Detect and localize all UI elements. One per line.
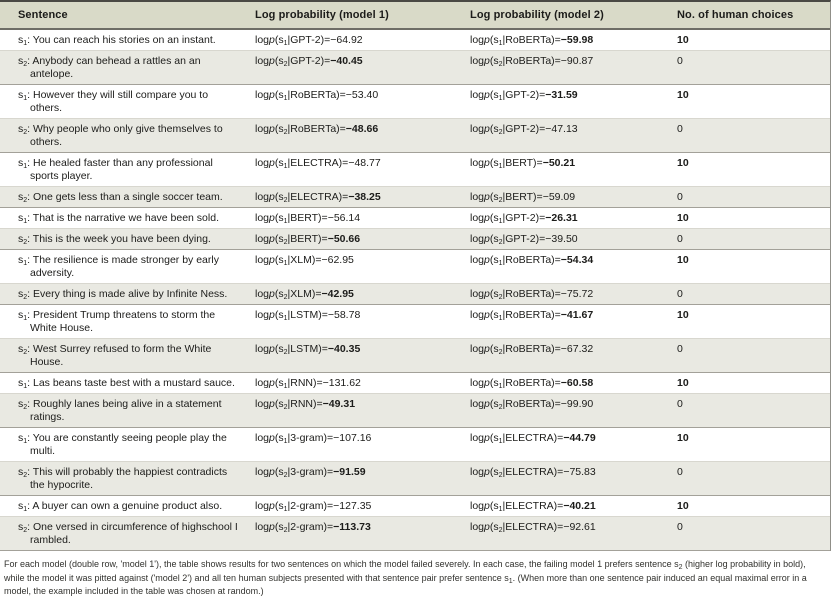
table-row: s2: Every thing is made alive by Infinit… bbox=[0, 284, 830, 305]
human-choices-cell: 10 bbox=[677, 212, 689, 224]
table-row: s1: Las beans taste best with a mustard … bbox=[0, 373, 830, 394]
sentence-cell: s1: Las beans taste best with a mustard … bbox=[18, 377, 235, 390]
table-header-row: Sentence Log probability (model 1) Log p… bbox=[0, 2, 830, 30]
table-caption: For each model (double row, 'model 1'), … bbox=[4, 559, 807, 596]
sentence-cell: s1: The resilience is made stronger by e… bbox=[18, 254, 219, 279]
model2-logprob-cell: logp(s2|RoBERTa)=−67.32 bbox=[470, 343, 594, 356]
model2-logprob-cell: logp(s2|ELECTRA)=−92.61 bbox=[470, 521, 596, 534]
table-body: s1: You can reach his stories on an inst… bbox=[0, 30, 830, 551]
sentence-cell: s1: However they will still compare you … bbox=[18, 89, 209, 114]
human-choices-cell: 0 bbox=[677, 466, 683, 478]
human-choices-cell: 10 bbox=[677, 89, 689, 101]
model2-logprob-cell: logp(s1|BERT)=−50.21 bbox=[470, 157, 576, 170]
sentence-cell: s2: Why people who only give themselves … bbox=[18, 123, 223, 148]
model1-logprob-cell: logp(s1|RoBERTa)=−53.40 bbox=[255, 89, 379, 102]
sentence-cell: s2: One versed in circumference of highs… bbox=[18, 521, 238, 546]
model1-logprob-cell: logp(s1|XLM)=−62.95 bbox=[255, 254, 354, 267]
model1-logprob-cell: logp(s1|RNN)=−131.62 bbox=[255, 377, 361, 390]
human-choices-cell: 10 bbox=[677, 254, 689, 266]
model1-logprob-cell: logp(s1|BERT)=−56.14 bbox=[255, 212, 361, 225]
human-choices-cell: 10 bbox=[677, 500, 689, 512]
human-choices-cell: 0 bbox=[677, 191, 683, 203]
model2-logprob-cell: logp(s2|RoBERTa)=−75.72 bbox=[470, 288, 594, 301]
model2-logprob-cell: logp(s1|GPT-2)=−26.31 bbox=[470, 212, 578, 225]
model2-logprob-cell: logp(s1|RoBERTa)=−41.67 bbox=[470, 309, 594, 322]
model1-logprob-cell: logp(s2|GPT-2)=−40.45 bbox=[255, 55, 363, 68]
model1-logprob-cell: logp(s2|BERT)=−50.66 bbox=[255, 233, 361, 246]
model1-logprob-cell: logp(s1|3-gram)=−107.16 bbox=[255, 432, 372, 445]
sentence-cell: s1: You can reach his stories on an inst… bbox=[18, 34, 216, 47]
sentence-cell: s2: This is the week you have been dying… bbox=[18, 233, 211, 246]
sentence-cell: s1: President Trump threatens to storm t… bbox=[18, 309, 216, 334]
sentence-cell: s2: Roughly lanes being alive in a state… bbox=[18, 398, 222, 423]
human-choices-cell: 0 bbox=[677, 123, 683, 135]
model2-logprob-cell: logp(s2|GPT-2)=−47.13 bbox=[470, 123, 578, 136]
sentence-cell: s1: That is the narrative we have been s… bbox=[18, 212, 219, 225]
model1-logprob-cell: logp(s1|ELECTRA)=−48.77 bbox=[255, 157, 381, 170]
table-row: s2: One versed in circumference of highs… bbox=[0, 517, 830, 551]
human-choices-cell: 10 bbox=[677, 34, 689, 46]
sentence-cell: s2: West Surrey refused to form the Whit… bbox=[18, 343, 212, 368]
model2-logprob-cell: logp(s2|BERT)=−59.09 bbox=[470, 191, 576, 204]
table-row: s2: Roughly lanes being alive in a state… bbox=[0, 394, 830, 428]
results-table: Sentence Log probability (model 1) Log p… bbox=[0, 0, 831, 551]
human-choices-cell: 0 bbox=[677, 343, 683, 355]
human-choices-cell: 10 bbox=[677, 432, 689, 444]
model1-logprob-cell: logp(s1|GPT-2)=−64.92 bbox=[255, 34, 363, 47]
table-row: s1: You are constantly seeing people pla… bbox=[0, 428, 830, 462]
header-cell-sentence: Sentence bbox=[18, 9, 68, 21]
table-row: s1: President Trump threatens to storm t… bbox=[0, 305, 830, 339]
human-choices-cell: 10 bbox=[677, 309, 689, 321]
model2-logprob-cell: logp(s1|RoBERTa)=−59.98 bbox=[470, 34, 594, 47]
human-choices-cell: 0 bbox=[677, 55, 683, 67]
model2-logprob-cell: logp(s1|ELECTRA)=−44.79 bbox=[470, 432, 596, 445]
table-row: s1: You can reach his stories on an inst… bbox=[0, 30, 830, 51]
model2-logprob-cell: logp(s2|RoBERTa)=−90.87 bbox=[470, 55, 594, 68]
table-row: s2: Anybody can behead a rattles an an a… bbox=[0, 51, 830, 85]
human-choices-cell: 0 bbox=[677, 398, 683, 410]
table-row: s2: West Surrey refused to form the Whit… bbox=[0, 339, 830, 373]
model2-logprob-cell: logp(s1|GPT-2)=−31.59 bbox=[470, 89, 578, 102]
sentence-cell: s1: He healed faster than any profession… bbox=[18, 157, 213, 182]
sentence-cell: s2: This will probably the happiest cont… bbox=[18, 466, 228, 491]
table-row: s2: One gets less than a single soccer t… bbox=[0, 187, 830, 208]
table-row: s2: This will probably the happiest cont… bbox=[0, 462, 830, 496]
model2-logprob-cell: logp(s2|ELECTRA)=−75.83 bbox=[470, 466, 596, 479]
human-choices-cell: 0 bbox=[677, 233, 683, 245]
sentence-cell: s1: A buyer can own a genuine product al… bbox=[18, 500, 223, 513]
model1-logprob-cell: logp(s2|XLM)=−42.95 bbox=[255, 288, 354, 301]
table-row: s1: He healed faster than any profession… bbox=[0, 153, 830, 187]
human-choices-cell: 0 bbox=[677, 521, 683, 533]
header-cell-logprob-model1: Log probability (model 1) bbox=[255, 9, 389, 21]
sentence-cell: s2: One gets less than a single soccer t… bbox=[18, 191, 223, 204]
table-row: s1: The resilience is made stronger by e… bbox=[0, 250, 830, 284]
human-choices-cell: 10 bbox=[677, 377, 689, 389]
header-cell-logprob-model2: Log probability (model 2) bbox=[470, 9, 604, 21]
model1-logprob-cell: logp(s2|LSTM)=−40.35 bbox=[255, 343, 361, 356]
table-row: s1: A buyer can own a genuine product al… bbox=[0, 496, 830, 517]
sentence-cell: s1: You are constantly seeing people pla… bbox=[18, 432, 227, 457]
model2-logprob-cell: logp(s1|RoBERTa)=−60.58 bbox=[470, 377, 594, 390]
model2-logprob-cell: logp(s2|RoBERTa)=−99.90 bbox=[470, 398, 594, 411]
table-row: s2: This is the week you have been dying… bbox=[0, 229, 830, 250]
human-choices-cell: 0 bbox=[677, 288, 683, 300]
model2-logprob-cell: logp(s1|RoBERTa)=−54.34 bbox=[470, 254, 594, 267]
model1-logprob-cell: logp(s1|2-gram)=−127.35 bbox=[255, 500, 372, 513]
table-row: s2: Why people who only give themselves … bbox=[0, 119, 830, 153]
model1-logprob-cell: logp(s2|3-gram)=−91.59 bbox=[255, 466, 366, 479]
sentence-cell: s2: Anybody can behead a rattles an an a… bbox=[18, 55, 201, 80]
model1-logprob-cell: logp(s2|RNN)=−49.31 bbox=[255, 398, 356, 411]
model1-logprob-cell: logp(s2|RoBERTa)=−48.66 bbox=[255, 123, 379, 136]
model2-logprob-cell: logp(s2|GPT-2)=−39.50 bbox=[470, 233, 578, 246]
model2-logprob-cell: logp(s1|ELECTRA)=−40.21 bbox=[470, 500, 596, 513]
model1-logprob-cell: logp(s1|LSTM)=−58.78 bbox=[255, 309, 361, 322]
model1-logprob-cell: logp(s2|2-gram)=−113.73 bbox=[255, 521, 371, 534]
human-choices-cell: 10 bbox=[677, 157, 689, 169]
model1-logprob-cell: logp(s2|ELECTRA)=−38.25 bbox=[255, 191, 381, 204]
header-cell-human-choices: No. of human choices bbox=[677, 9, 794, 21]
sentence-cell: s2: Every thing is made alive by Infinit… bbox=[18, 288, 228, 301]
table-row: s1: That is the narrative we have been s… bbox=[0, 208, 830, 229]
table-row: s1: However they will still compare you … bbox=[0, 85, 830, 119]
